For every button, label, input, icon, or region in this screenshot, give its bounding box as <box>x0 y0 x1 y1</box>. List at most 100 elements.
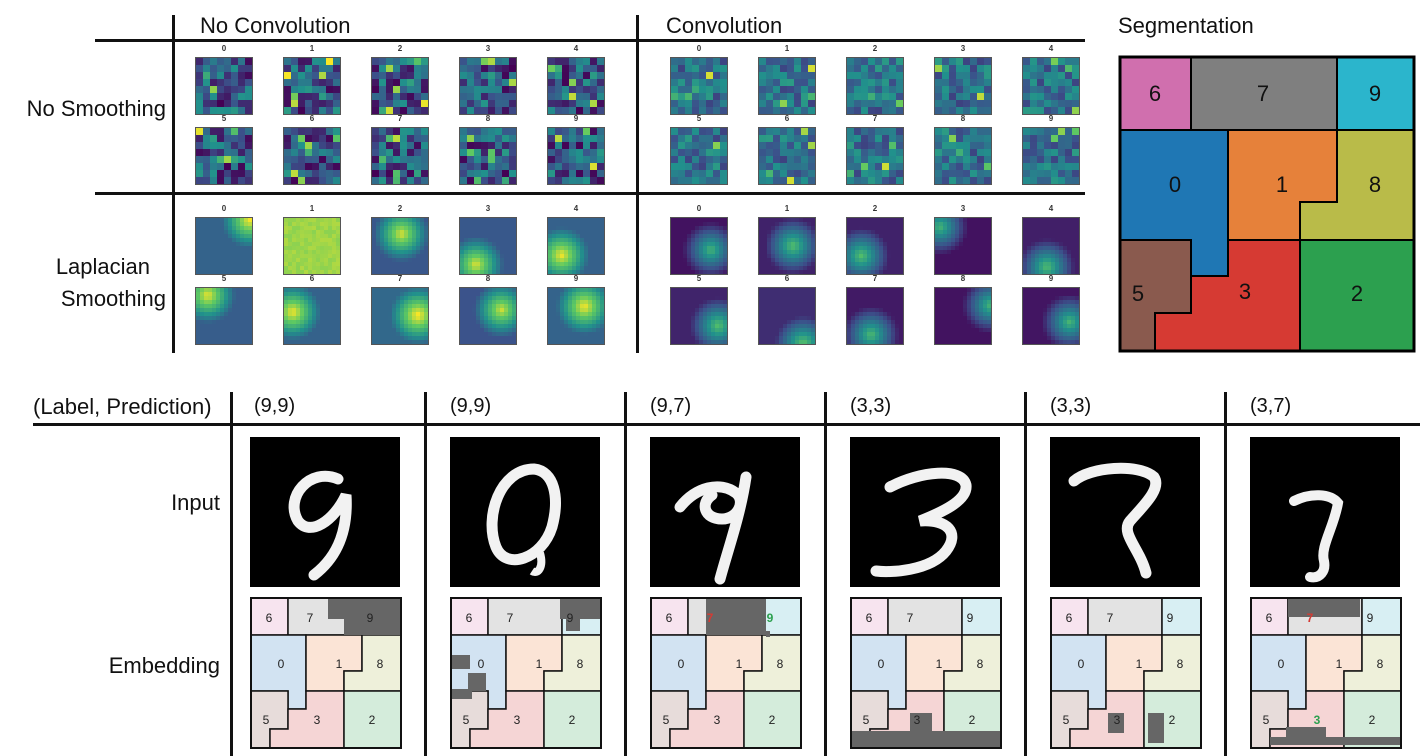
embedding-label: 5 <box>863 713 870 727</box>
heatmap-index: 6 <box>309 274 315 283</box>
embedding-label: 9 <box>567 611 574 625</box>
heatmap-cell <box>371 57 429 115</box>
segmentation-map: 6 7 9 0 1 8 5 3 2 <box>1118 55 1416 353</box>
heatmap-cell <box>371 217 429 275</box>
heatmap-index: 8 <box>960 114 966 123</box>
embedding-map-5: 6 7 9 0 1 8 5 3 2 <box>1250 597 1402 749</box>
input-digit-3 <box>850 437 1000 587</box>
laplacian-line1: Laplacian <box>55 254 150 279</box>
heatmap-index: 3 <box>485 44 491 53</box>
heatmap-index: 7 <box>397 114 403 123</box>
heatmap-cell <box>547 127 605 185</box>
heatmap-index: 6 <box>784 274 790 283</box>
heatmap-cell <box>283 57 341 115</box>
embedding-label: 8 <box>1177 657 1184 671</box>
heatmap-cell <box>283 127 341 185</box>
heatmap-index: 6 <box>784 114 790 123</box>
heatmap-index: 5 <box>696 274 702 283</box>
embedding-label: 7 <box>507 611 514 625</box>
heatmap-index: 0 <box>696 204 702 213</box>
heatmap-cell <box>758 287 816 345</box>
heatmap-index: 6 <box>309 114 315 123</box>
embedding-label: 6 <box>1266 611 1273 625</box>
pair-label-5: (3,7) <box>1250 395 1292 417</box>
embedding-label: 1 <box>536 657 543 671</box>
heatmap-index: 2 <box>872 44 878 53</box>
heatmap-cell <box>195 217 253 275</box>
embedding-label: 6 <box>666 611 673 625</box>
heatmap-index: 2 <box>397 44 403 53</box>
seg-label-5: 5 <box>1132 281 1144 306</box>
embedding-label: 8 <box>1377 657 1384 671</box>
heatmap-cell <box>846 287 904 345</box>
heatmap-cell <box>371 287 429 345</box>
seg-label-2: 2 <box>1351 281 1363 306</box>
heatmap-cell <box>547 57 605 115</box>
embedding-map-3: 6 7 9 0 1 8 5 3 2 <box>850 597 1002 749</box>
heatmap-cell <box>459 287 517 345</box>
heatmap-cell <box>670 287 728 345</box>
heatmap-index: 7 <box>872 274 878 283</box>
embedding-label: 7 <box>1107 611 1114 625</box>
embedding-label: 1 <box>1336 657 1343 671</box>
no-convolution-header: No Convolution <box>200 13 351 38</box>
top-left-divider <box>172 15 175 353</box>
embedding-label: 8 <box>377 657 384 671</box>
embedding-label: 3 <box>1314 713 1321 727</box>
heatmap-cell <box>1022 217 1080 275</box>
heatmap-index: 9 <box>1048 114 1054 123</box>
embedding-row-label: Embedding <box>108 653 220 678</box>
embedding-label: 6 <box>866 611 873 625</box>
embedding-label: 3 <box>714 713 721 727</box>
top-header-rule <box>95 39 1085 42</box>
heatmap-index: 7 <box>872 114 878 123</box>
embedding-label: 1 <box>936 657 943 671</box>
heatmap-cell <box>934 217 992 275</box>
heatmap-index: 1 <box>784 44 790 53</box>
embedding-label: 7 <box>907 611 914 625</box>
heatmap-cell <box>459 217 517 275</box>
embedding-label: 5 <box>1063 713 1070 727</box>
heatmap-index: 8 <box>485 114 491 123</box>
embedding-label: 6 <box>466 611 473 625</box>
embedding-label: 2 <box>369 713 376 727</box>
heatmap-index: 5 <box>221 274 227 283</box>
bottom-divider-3 <box>824 392 827 756</box>
heatmap-cell <box>1022 287 1080 345</box>
embedding-label: 2 <box>1369 713 1376 727</box>
heatmap-cell <box>758 217 816 275</box>
heatmap-index: 0 <box>221 204 227 213</box>
embedding-label: 5 <box>663 713 670 727</box>
heatmap-index: 2 <box>397 204 403 213</box>
segmentation-header: Segmentation <box>1118 13 1254 38</box>
input-digit-2 <box>650 437 800 587</box>
heatmap-index: 5 <box>696 114 702 123</box>
convolution-header: Convolution <box>666 13 783 38</box>
pair-label-3: (3,3) <box>850 395 892 417</box>
input-digit-5 <box>1250 437 1400 587</box>
embedding-map-2: 6 7 9 0 1 8 5 3 2 <box>650 597 802 749</box>
embedding-label: 7 <box>707 611 714 625</box>
heatmap-index: 9 <box>573 114 579 123</box>
heatmap-cell <box>758 127 816 185</box>
heatmap-cell <box>846 57 904 115</box>
heatmap-index: 3 <box>485 204 491 213</box>
embedding-label: 1 <box>1136 657 1143 671</box>
embedding-label: 1 <box>336 657 343 671</box>
heatmap-cell <box>547 287 605 345</box>
embedding-label: 1 <box>736 657 743 671</box>
no-smoothing-label: No Smoothing <box>26 96 166 121</box>
heatmap-cell <box>195 287 253 345</box>
input-digit-4 <box>1050 437 1200 587</box>
embedding-label: 9 <box>1367 611 1374 625</box>
seg-label-3: 3 <box>1239 279 1251 304</box>
bottom-divider-4 <box>1024 392 1027 756</box>
heatmap-index: 3 <box>960 204 966 213</box>
heatmap-cell <box>283 287 341 345</box>
heatmap-cell <box>934 127 992 185</box>
embedding-label: 5 <box>463 713 470 727</box>
heatmap-cell <box>670 57 728 115</box>
top-middle-rule <box>95 192 1085 195</box>
seg-label-1: 1 <box>1276 172 1288 197</box>
embedding-label: 2 <box>769 713 776 727</box>
